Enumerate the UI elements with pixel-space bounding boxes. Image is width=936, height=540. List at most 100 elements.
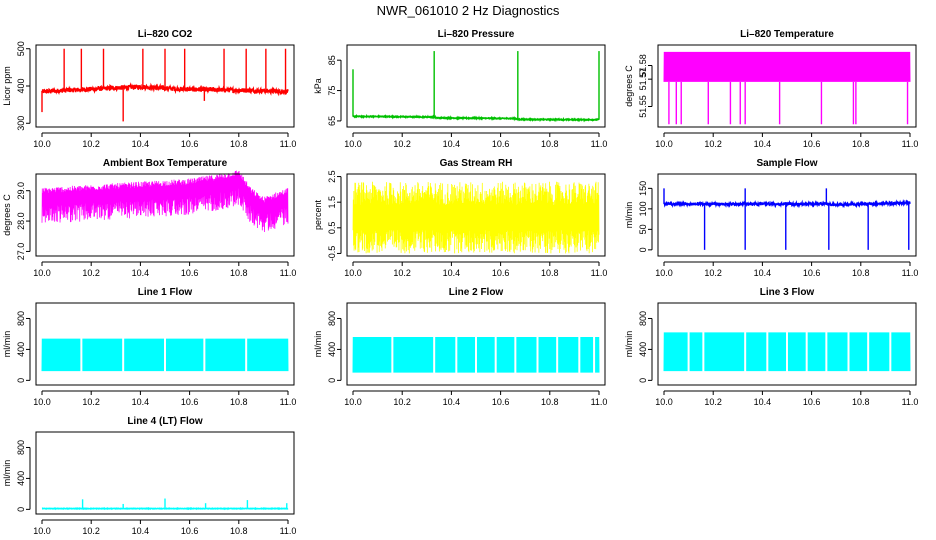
x-tick-label: 10.6	[181, 397, 199, 407]
panel-title: Li–820 CO2	[138, 29, 193, 40]
series-line	[663, 198, 911, 209]
x-tick-label: 10.2	[82, 397, 100, 407]
series-rh	[352, 181, 600, 254]
y-axis-label: ml/min	[2, 460, 12, 487]
series-line1	[41, 336, 289, 374]
x-tick-label: 10.6	[803, 139, 821, 149]
x-tick-label: 10.6	[803, 268, 821, 278]
gap-mark	[455, 335, 458, 375]
gap-mark	[687, 330, 690, 374]
y-tick-label: -0.5	[327, 246, 337, 262]
y-axis-label: degrees C	[624, 65, 634, 107]
x-tick-label: 10.4	[132, 397, 150, 407]
y-tick-label: 0	[16, 378, 26, 383]
series-co2	[41, 48, 289, 122]
x-tick-label: 11.0	[280, 139, 297, 149]
x-tick-label: 10.0	[33, 139, 51, 149]
x-tick-label: 10.4	[754, 139, 772, 149]
panel-sampleflow: Sample Flow 10.0 10.2 10.4 10.6 10.8 11.0 0 50 10…	[624, 158, 918, 278]
y-tick-label: 400	[638, 342, 648, 357]
y-tick-label: 2.5	[327, 170, 337, 183]
y-axis-label: degrees C	[2, 194, 12, 236]
gap-mark	[203, 336, 206, 374]
x-tick-label: 10.0	[33, 526, 51, 536]
x-tick-label: 10.8	[230, 397, 248, 407]
y-tick-label: 75	[327, 86, 337, 96]
x-tick-label: 11.0	[280, 526, 297, 536]
panel-title: Ambient Box Temperature	[103, 158, 228, 169]
panel-rh: Gas Stream RH 10.0 10.2 10.4 10.6 10.8 11.0 -0.…	[313, 158, 607, 278]
x-tick-label: 10.2	[704, 139, 722, 149]
plot-frame	[346, 302, 606, 386]
gap-mark	[867, 330, 870, 374]
gap-mark	[556, 335, 559, 375]
x-tick-label: 10.0	[344, 268, 362, 278]
y-tick-label: 0	[327, 378, 337, 383]
y-tick-label: 50	[638, 224, 648, 234]
y-tick-label: 0.5	[327, 222, 337, 235]
gap-mark	[593, 335, 596, 375]
plot-frame	[35, 302, 295, 386]
y-axis-label: ml/min	[624, 202, 634, 229]
y-tick-label: 0	[638, 247, 648, 252]
y-tick-label: 800	[16, 440, 26, 455]
x-tick-label: 10.0	[655, 397, 673, 407]
series-line	[352, 113, 600, 123]
series-line	[352, 181, 600, 254]
panel-line2: Line 2 Flow 10.0 10.2 10.4 10.6 10.8 11.0 0 400 8…	[313, 287, 607, 407]
series-ambient	[41, 170, 289, 233]
y-axis-label: ml/min	[2, 331, 12, 358]
series-sampleflow	[663, 188, 911, 250]
panel-co2: Li–820 CO2 10.0 10.2 10.4 10.6 10.8 11.0 300 400…	[2, 29, 296, 149]
panel-title: Li–820 Pressure	[438, 29, 515, 40]
gap-mark	[245, 336, 248, 374]
x-tick-label: 10.8	[541, 397, 559, 407]
y-tick-label: 150	[638, 181, 648, 196]
panel-line4: Line 4 (LT) Flow 10.0 10.2 10.4 10.6 10.8 11.0…	[2, 416, 296, 536]
y-tick-label: 400	[16, 78, 26, 93]
gap-mark	[514, 335, 517, 375]
plot-frame	[657, 302, 917, 386]
gap-mark	[391, 335, 394, 375]
plot-frame	[35, 431, 295, 515]
x-tick-label: 10.8	[852, 139, 870, 149]
x-tick-label: 10.4	[443, 139, 461, 149]
series-line4	[41, 498, 289, 511]
x-tick-label: 10.8	[852, 397, 870, 407]
y-tick-label: 0	[16, 507, 26, 512]
x-tick-label: 10.8	[541, 139, 559, 149]
gap-mark	[889, 330, 892, 374]
panel-title: Line 2 Flow	[449, 287, 504, 298]
series-line3	[663, 330, 911, 374]
x-tick-label: 10.2	[82, 526, 100, 536]
series-line	[41, 82, 289, 97]
gap-mark	[578, 335, 581, 375]
y-tick-label: 1.5	[327, 196, 337, 209]
x-tick-label: 10.0	[655, 268, 673, 278]
y-tick-label: 500	[16, 41, 26, 56]
series-li820temp	[663, 51, 911, 125]
plot-frame	[35, 173, 295, 257]
x-tick-label: 11.0	[591, 268, 608, 278]
panel-line1: Line 1 Flow 10.0 10.2 10.4 10.6 10.8 11.0 0 400 8…	[2, 287, 296, 407]
x-tick-label: 10.0	[33, 397, 51, 407]
x-tick-label: 10.4	[132, 268, 150, 278]
plot-frame	[657, 173, 917, 257]
x-tick-label: 10.8	[852, 268, 870, 278]
y-tick-label: 800	[327, 311, 337, 326]
y-tick-label: 51.57	[638, 68, 648, 91]
y-tick-label: 65	[327, 116, 337, 126]
y-tick-label: 300	[16, 116, 26, 131]
x-tick-label: 10.8	[541, 268, 559, 278]
panel-ambient: Ambient Box Temperature 10.0 10.2 10.4 10.6 1…	[2, 158, 296, 278]
y-tick-label: 0	[638, 378, 648, 383]
x-tick-label: 10.4	[443, 268, 461, 278]
x-tick-label: 10.2	[704, 268, 722, 278]
series-line2	[352, 335, 600, 375]
x-tick-label: 10.4	[754, 397, 772, 407]
x-tick-label: 11.0	[280, 397, 297, 407]
gap-mark	[744, 330, 747, 374]
x-tick-label: 10.2	[704, 397, 722, 407]
